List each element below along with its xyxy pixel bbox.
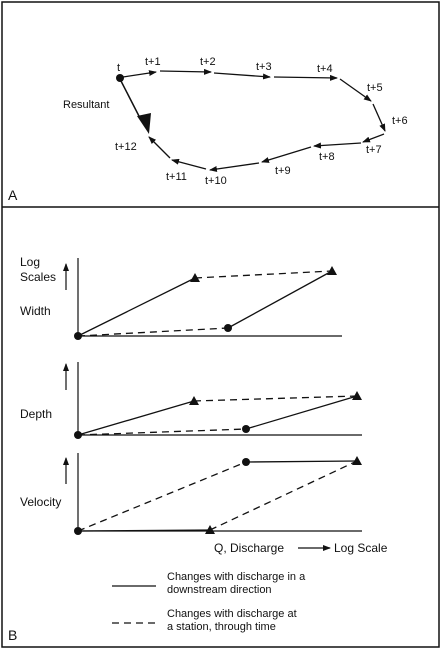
arrow-t4 <box>273 74 338 81</box>
panel-a-letter: A <box>8 187 18 203</box>
resultant-line <box>120 80 142 121</box>
depth-label: Depth <box>20 407 52 421</box>
depth-solid-1 <box>77 400 195 436</box>
depth-triangle-2 <box>352 391 362 400</box>
resultant-arrowhead <box>137 113 151 134</box>
label-t11: t+11 <box>166 171 187 183</box>
x-axis-label: Q, Discharge <box>214 541 284 555</box>
width-origin-point <box>74 332 82 340</box>
label-t10: t+10 <box>205 175 227 187</box>
arrow-t5 <box>339 78 372 102</box>
width-triangle-2 <box>327 266 337 275</box>
width-solid-1 <box>77 277 196 337</box>
depth-station-point <box>242 425 250 433</box>
log-scales-note: Log Scales <box>20 255 56 284</box>
arrow-t8 <box>313 142 362 149</box>
legend-solid-text: Changes with discharge in a downstream d… <box>167 571 308 596</box>
label-t12: t+12 <box>115 141 137 153</box>
label-t4: t+4 <box>317 63 333 75</box>
label-t2: t+2 <box>200 56 216 68</box>
start-label: t <box>117 62 120 74</box>
label-t8: t+8 <box>319 151 335 163</box>
start-point <box>116 74 124 82</box>
depth-triangle-1 <box>189 396 199 405</box>
arrow-t10 <box>209 162 260 172</box>
velocity-label: Velocity <box>20 495 61 509</box>
width-label: Width <box>20 304 51 318</box>
arrow-t6 <box>372 103 386 132</box>
width-dashed-1 <box>194 270 333 279</box>
velocity-solid-1 <box>77 529 211 532</box>
velocity-station-point <box>242 458 250 466</box>
arrow-t9 <box>261 146 312 163</box>
panel-a: A t Resultant t+1 t+2 t+3 t+4 t+5 t+6 t+… <box>8 56 408 203</box>
label-t7: t+7 <box>366 144 382 156</box>
arrow-t2 <box>159 68 212 75</box>
velocity-solid-2 <box>245 460 358 463</box>
label-t5: t+5 <box>367 82 383 94</box>
depth-solid-2 <box>245 395 358 430</box>
width-plot: Width <box>20 258 342 340</box>
resultant-label: Resultant <box>63 99 109 111</box>
label-t6: t+6 <box>392 115 408 127</box>
velocity-dashed-2 <box>209 460 358 531</box>
label-t1: t+1 <box>145 56 161 68</box>
x-axis-scale: Log Scale <box>334 541 388 555</box>
velocity-plot: Velocity <box>20 453 362 535</box>
velocity-dashed-1 <box>77 461 247 532</box>
depth-plot: Depth <box>20 362 362 439</box>
arrow-t12 <box>148 136 171 159</box>
velocity-triangle-1 <box>205 525 215 534</box>
panel-b: B Log Scales Width Depth <box>8 255 388 643</box>
width-station-point <box>224 324 232 332</box>
velocity-origin-point <box>74 527 82 535</box>
arrow-t7 <box>362 133 385 143</box>
arrow-t3 <box>213 72 271 80</box>
label-t9: t+9 <box>275 165 291 177</box>
velocity-triangle-2 <box>352 456 362 465</box>
arrow-t11 <box>171 158 207 170</box>
panel-b-letter: B <box>8 627 17 643</box>
width-dashed-2 <box>77 327 229 337</box>
path-arrows <box>122 68 386 172</box>
depth-dashed-2 <box>77 428 247 436</box>
width-solid-2 <box>227 270 333 329</box>
depth-origin-point <box>74 431 82 439</box>
legend-dashed-text: Changes with discharge at a station, thr… <box>167 608 300 633</box>
legend: Changes with discharge in a downstream d… <box>112 571 308 633</box>
depth-dashed-1 <box>193 395 358 402</box>
label-t3: t+3 <box>256 61 272 73</box>
width-triangle-1 <box>190 273 200 282</box>
arrow-t1 <box>122 70 157 78</box>
